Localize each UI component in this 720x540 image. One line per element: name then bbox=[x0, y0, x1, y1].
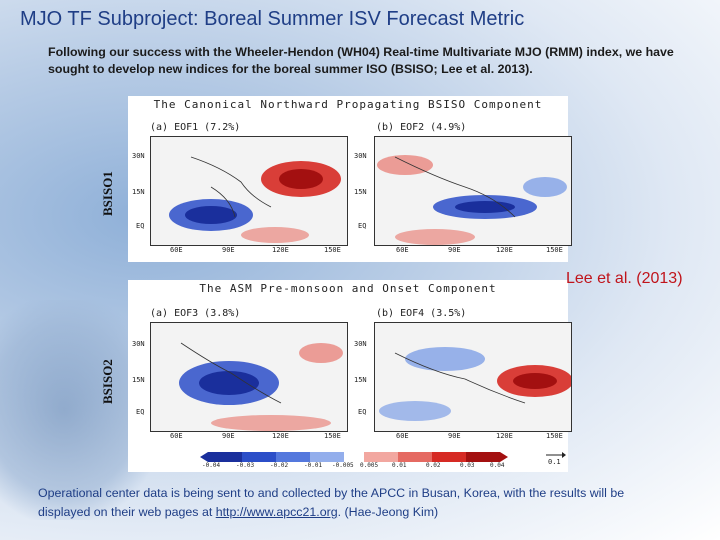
colorbar-tick: 0.01 bbox=[392, 462, 407, 469]
lon-tick: 60E bbox=[170, 432, 183, 440]
lat-tick: 30N bbox=[132, 340, 145, 348]
colorbar-tick: -0.005 bbox=[332, 462, 354, 469]
colorbar-labels: -0.04 -0.03 -0.02 -0.01 -0.005 0.005 0.0… bbox=[200, 462, 530, 472]
lon-tick: 150E bbox=[546, 432, 563, 440]
lon-tick: 60E bbox=[396, 432, 409, 440]
panel-label-eof1: (a) EOF1 (7.2%) bbox=[150, 122, 241, 133]
colorbar-tick: 0.02 bbox=[426, 462, 441, 469]
colorbar-tick: -0.01 bbox=[304, 462, 323, 469]
footer-text: Operational center data is being sent to… bbox=[38, 484, 678, 522]
footer-body: Operational center data is being sent to… bbox=[38, 486, 625, 519]
lat-tick: EQ bbox=[136, 408, 145, 416]
citation-label: Lee et al. (2013) bbox=[566, 270, 683, 287]
lat-tick: 30N bbox=[354, 340, 367, 348]
lat-tick: 15N bbox=[132, 188, 145, 196]
lon-tick: 150E bbox=[324, 246, 341, 254]
lat-tick: 15N bbox=[132, 376, 145, 384]
lon-tick: 60E bbox=[396, 246, 409, 254]
lon-tick: 150E bbox=[546, 246, 563, 254]
lon-tick: 120E bbox=[496, 246, 513, 254]
lon-tick: 120E bbox=[272, 432, 289, 440]
colorbar-tick: 0.03 bbox=[460, 462, 475, 469]
lat-tick: EQ bbox=[136, 222, 145, 230]
lat-tick: 15N bbox=[354, 188, 367, 196]
colorbar-tick: 0.005 bbox=[360, 462, 379, 469]
colorbar bbox=[200, 452, 508, 462]
component2-title: The ASM Pre-monsoon and Onset Component bbox=[199, 282, 497, 295]
colorbar-tick: -0.03 bbox=[236, 462, 255, 469]
map-eof1 bbox=[150, 136, 348, 246]
lon-tick: 120E bbox=[496, 432, 513, 440]
panel-label-eof2: (b) EOF2 (4.9%) bbox=[376, 122, 467, 133]
lon-tick: 90E bbox=[448, 246, 461, 254]
slide-title: MJO TF Subproject: Boreal Summer ISV For… bbox=[20, 8, 525, 30]
panel-label-eof4: (b) EOF4 (3.5%) bbox=[376, 308, 467, 319]
map-eof2 bbox=[374, 136, 572, 246]
row-label-bsiso1: BSISO1 bbox=[100, 171, 115, 216]
lat-tick: 30N bbox=[354, 152, 367, 160]
lat-tick: EQ bbox=[358, 408, 367, 416]
vector-scale-arrow-icon bbox=[546, 452, 566, 458]
lon-tick: 90E bbox=[222, 432, 235, 440]
vector-scale-label: 0.1 bbox=[548, 458, 561, 466]
lat-tick: 15N bbox=[354, 376, 367, 384]
figure-block-bsiso1: The Canonical Northward Propagating BSIS… bbox=[128, 96, 572, 262]
lon-tick: 60E bbox=[170, 246, 183, 254]
map-eof3 bbox=[150, 322, 348, 432]
map-eof4 bbox=[374, 322, 572, 432]
row-label-bsiso2: BSISO2 bbox=[100, 359, 115, 404]
apcc-link[interactable]: http://www.apcc21.org bbox=[215, 505, 338, 519]
lon-tick: 120E bbox=[272, 246, 289, 254]
component1-title: The Canonical Northward Propagating BSIS… bbox=[153, 98, 543, 111]
lat-tick: 30N bbox=[132, 152, 145, 160]
colorbar-tick: -0.02 bbox=[270, 462, 289, 469]
lon-tick: 90E bbox=[222, 246, 235, 254]
figure-block-bsiso2: The ASM Pre-monsoon and Onset Component … bbox=[128, 280, 572, 472]
lon-tick: 150E bbox=[324, 432, 341, 440]
panel-label-eof3: (a) EOF3 (3.8%) bbox=[150, 308, 241, 319]
colorbar-tick: 0.04 bbox=[490, 462, 505, 469]
lat-tick: EQ bbox=[358, 222, 367, 230]
colorbar-tick: -0.04 bbox=[202, 462, 221, 469]
lon-tick: 90E bbox=[448, 432, 461, 440]
footer-suffix: . (Hae-Jeong Kim) bbox=[337, 505, 439, 519]
intro-text: Following our success with the Wheeler-H… bbox=[48, 45, 674, 76]
